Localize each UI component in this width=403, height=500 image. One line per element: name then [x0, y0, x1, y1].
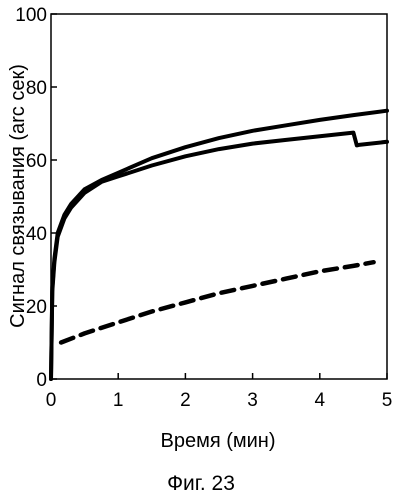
y-tick-label: 80: [26, 78, 47, 99]
x-tick-label: 3: [247, 390, 258, 411]
x-tick-label: 2: [180, 390, 191, 411]
x-axis-title: Время (мин): [160, 430, 275, 452]
series-line-2: [49, 130, 389, 381]
x-tick-label: 1: [113, 390, 124, 411]
figure-caption: Фиг. 23: [167, 472, 235, 495]
series-line-3: [58, 259, 376, 345]
plot-frame: [50, 13, 388, 380]
y-tick-label: 60: [26, 151, 47, 172]
x-tick-label: 5: [382, 390, 393, 411]
x-tick-label: 0: [46, 390, 57, 411]
y-axis-ticks: 0 20 40 60 80 100: [15, 5, 57, 391]
x-axis-ticks: 0 1 2 3 4 5: [46, 373, 393, 411]
y-axis-title: Сигнал связывания (arc сек): [7, 64, 29, 328]
y-tick-label: 100: [15, 5, 47, 26]
series-layer: [49, 108, 389, 381]
y-tick-label: 40: [26, 224, 47, 245]
y-tick-label: 0: [36, 370, 47, 391]
y-tick-label: 20: [26, 297, 47, 318]
x-tick-label: 4: [315, 390, 326, 411]
